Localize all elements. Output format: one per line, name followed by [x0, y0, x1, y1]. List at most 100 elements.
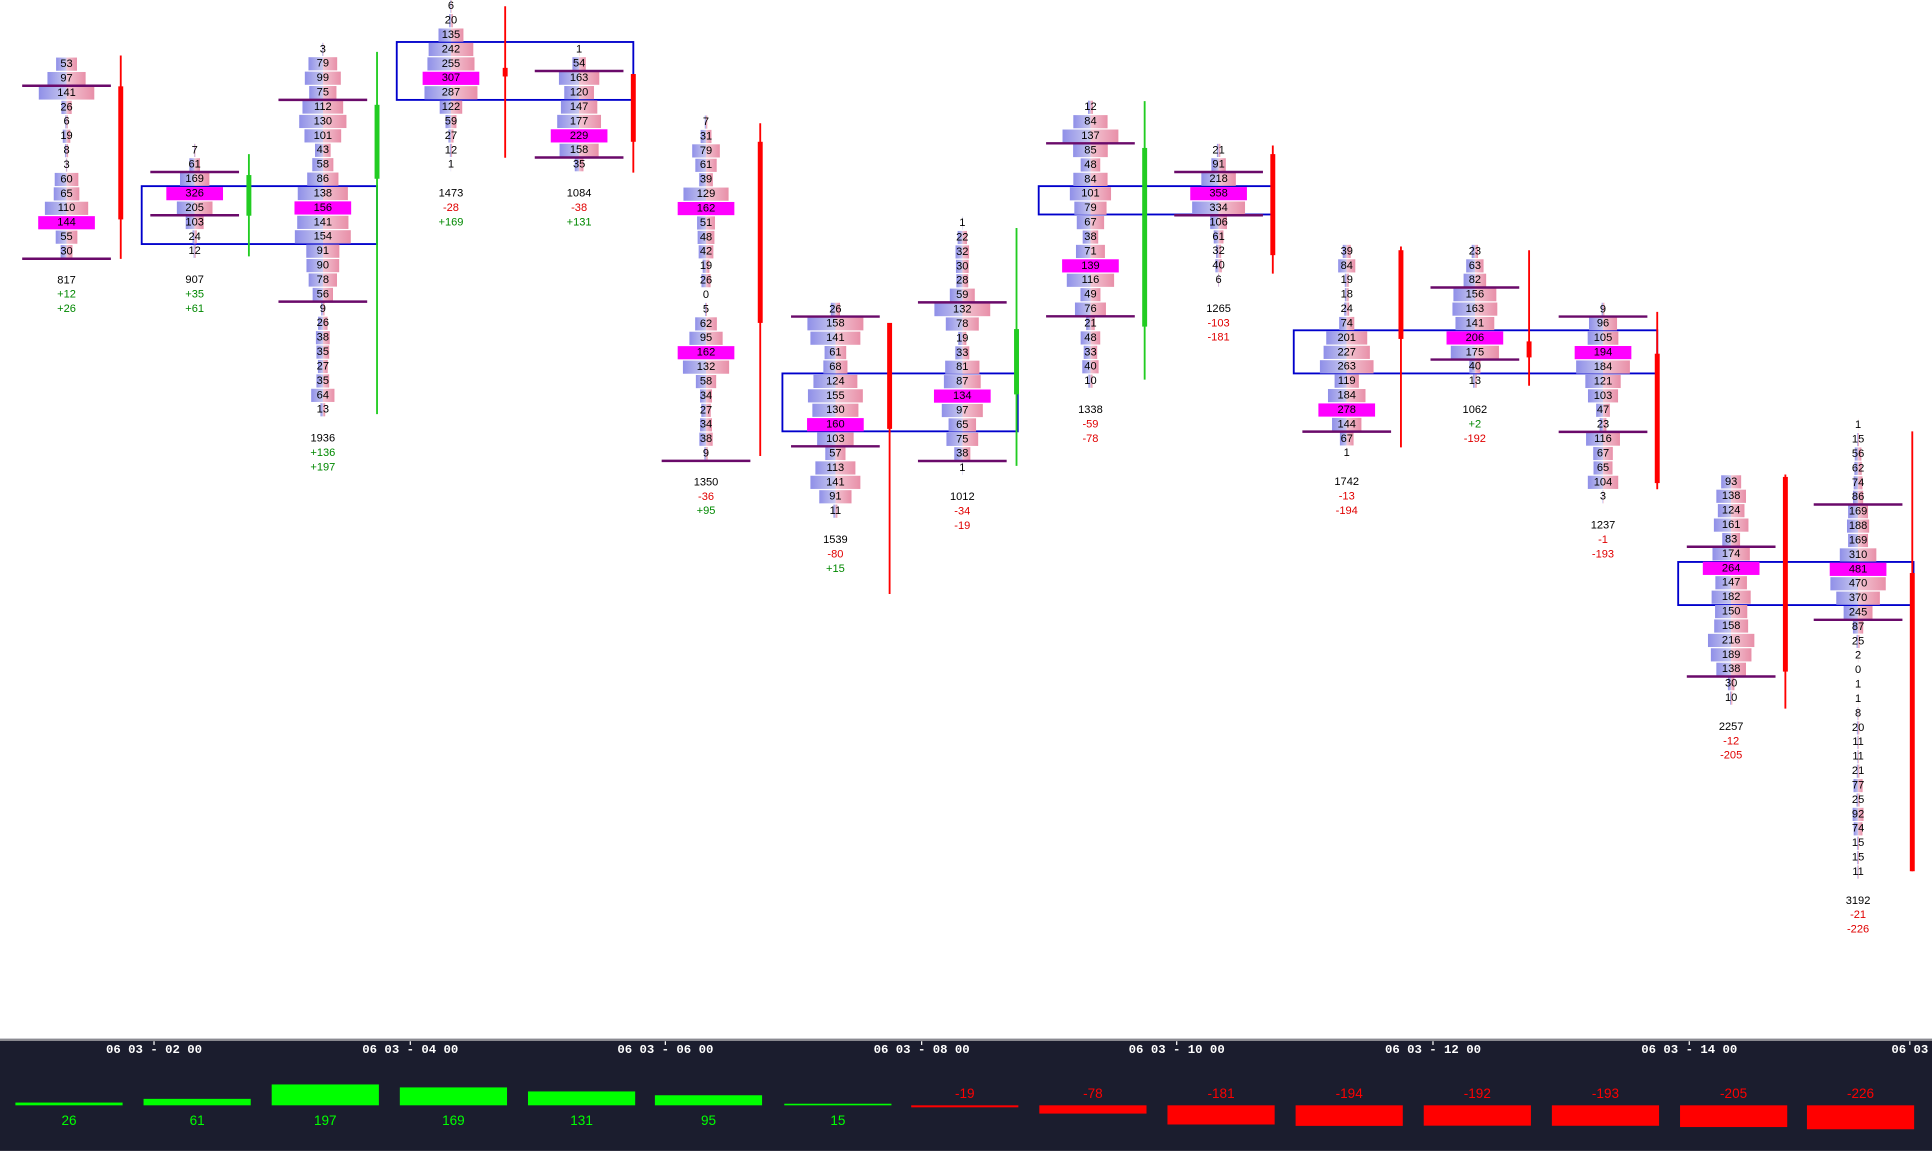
- volume-bar: [1857, 836, 1859, 850]
- delta-bar: [527, 1091, 636, 1106]
- volume-bar: [1574, 346, 1632, 360]
- volume-bar: [1839, 548, 1877, 562]
- volume-label: 40: [1212, 260, 1224, 272]
- volume-bar: [62, 129, 71, 143]
- delta-bar: [1806, 1105, 1915, 1130]
- volume-bar: [1596, 403, 1610, 417]
- volume-bar: [1853, 822, 1863, 836]
- volume-label: 130: [314, 115, 332, 127]
- volume-bar: [954, 447, 971, 461]
- volume-label: 57: [829, 447, 841, 459]
- volume-label: 59: [445, 116, 457, 128]
- delta: -1: [1598, 534, 1608, 546]
- candle-body: [1014, 329, 1019, 395]
- delta-bar-label: -192: [1464, 1086, 1491, 1101]
- volume-label: 132: [953, 304, 971, 316]
- volume-label: 124: [826, 375, 844, 387]
- volume-bar: [449, 143, 453, 158]
- volume-label: 55: [60, 231, 72, 243]
- volume-label: 34: [700, 390, 712, 402]
- delta-bar: [1295, 1105, 1403, 1126]
- volume-label: 48: [700, 231, 712, 243]
- volume-bar: [1587, 389, 1619, 403]
- volume-bar: [699, 173, 713, 187]
- volume-label: 11: [1852, 751, 1864, 763]
- total-volume: 1012: [950, 491, 975, 503]
- volume-bar: [1593, 461, 1613, 475]
- volume-label: 160: [826, 419, 844, 431]
- volume-bar: [1601, 302, 1605, 316]
- volume-bar: [297, 215, 349, 229]
- volume-bar: [1843, 605, 1873, 620]
- volume-label: 278: [1337, 404, 1355, 416]
- volume-bar: [933, 389, 991, 403]
- volume-bar: [572, 57, 586, 71]
- volume-bar: [955, 346, 970, 360]
- volume-label: 132: [697, 361, 715, 373]
- volume-label: 77: [1852, 780, 1864, 792]
- cum-delta: -205: [1720, 750, 1742, 762]
- volume-label: 15: [1852, 434, 1864, 446]
- volume-bar: [1602, 490, 1604, 504]
- volume-label: 33: [1084, 346, 1096, 358]
- volume-bar: [1080, 288, 1101, 302]
- volume-bar: [946, 432, 979, 446]
- volume-bar: [1213, 230, 1224, 244]
- volume-bar: [427, 57, 475, 71]
- candle-body: [630, 74, 636, 142]
- volume-label: 56: [317, 288, 329, 300]
- volume-label: 40: [1469, 361, 1481, 373]
- volume-label: 40: [1084, 361, 1096, 373]
- candle-body: [118, 86, 124, 220]
- volume-label: 30: [1725, 678, 1737, 690]
- volume-label: 112: [314, 101, 332, 113]
- volume-label: 47: [1597, 404, 1609, 416]
- volume-bar: [176, 201, 213, 215]
- volume-label: 3: [63, 159, 69, 171]
- volume-bar: [1074, 302, 1106, 316]
- volume-label: 78: [956, 318, 968, 330]
- volume-label: 86: [317, 173, 329, 185]
- volume-label: 48: [1084, 159, 1096, 171]
- volume-label: 287: [442, 87, 460, 99]
- total-volume: 3192: [1846, 895, 1871, 907]
- volume-label: 62: [700, 318, 712, 330]
- volume-bar: [1857, 750, 1859, 764]
- volume-bar: [1848, 533, 1869, 548]
- volume-label: 110: [58, 202, 76, 214]
- volume-bar: [318, 316, 328, 330]
- total-volume: 1084: [567, 187, 592, 199]
- delta: -80: [827, 548, 843, 560]
- volume-label: 60: [60, 173, 72, 185]
- volume-label: 206: [1466, 332, 1484, 344]
- delta: +136: [310, 447, 335, 459]
- volume-label: 129: [697, 188, 715, 200]
- volume-label: 141: [1466, 317, 1484, 329]
- volume-label: 30: [60, 245, 72, 257]
- volume-label: 35: [573, 159, 585, 171]
- volume-bar: [1853, 490, 1864, 504]
- volume-label: 19: [700, 260, 712, 272]
- volume-label: 130: [826, 404, 844, 416]
- volume-label: 61: [189, 159, 201, 171]
- cum-delta: +131: [567, 216, 592, 228]
- volume-bar: [294, 201, 352, 215]
- volume-bar: [309, 86, 337, 100]
- volume-bar: [1469, 360, 1481, 374]
- volume-bar: [1339, 432, 1354, 446]
- volume-bar: [1716, 662, 1746, 676]
- delta: -28: [443, 202, 459, 214]
- volume-label: 135: [442, 29, 460, 41]
- volume-bar: [682, 360, 730, 374]
- time-label: 06 03: [1891, 1043, 1928, 1057]
- zone: [395, 41, 635, 101]
- volume-label: 75: [317, 87, 329, 99]
- cum-delta: -78: [1082, 433, 1098, 445]
- volume-bar: [1854, 461, 1862, 476]
- volume-label: 177: [570, 115, 588, 127]
- volume-bar: [1830, 577, 1886, 591]
- volume-bar: [38, 86, 95, 100]
- volume-label: 42: [700, 246, 712, 258]
- volume-label: 1: [1855, 679, 1861, 691]
- volume-label: 31: [700, 130, 712, 142]
